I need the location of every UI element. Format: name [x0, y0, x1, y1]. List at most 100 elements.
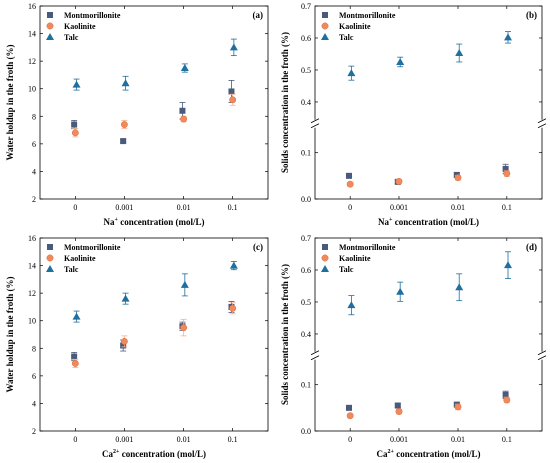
y-tick-label: 12	[28, 57, 36, 66]
marker-talc-2	[180, 280, 189, 288]
y-tick-label: 6	[32, 140, 36, 149]
legend-entry-kaolinite: Kaolinite	[46, 22, 96, 31]
marker-montmorillonite-legend	[47, 244, 53, 250]
marker-talc-0	[347, 69, 356, 77]
legend-entry-montmorillonite: Montmorillonite	[47, 243, 121, 252]
marker-kaolinite-2	[454, 403, 462, 411]
marker-kaolinite-legend	[321, 254, 329, 262]
axis-break-mark	[310, 350, 320, 356]
legend-entry-talc: Talc	[46, 33, 79, 42]
series-talc	[72, 38, 238, 91]
y-tick-label: 4	[32, 167, 36, 176]
y-tick-label: 14	[28, 30, 36, 39]
legend-entry-montmorillonite: Montmorillonite	[322, 243, 396, 252]
marker-talc-legend	[321, 33, 329, 40]
marker-kaolinite-0	[71, 360, 79, 367]
y-tick-label: 0.0	[301, 427, 311, 436]
marker-kaolinite-2	[454, 174, 462, 182]
x-axis-label: Ca2+ concentration (mol/L)	[377, 449, 481, 459]
axis-break-mark	[310, 355, 320, 361]
marker-montmorillonite-legend	[322, 244, 328, 250]
y-tick-label: 0.1	[301, 381, 311, 390]
plot-frame	[314, 237, 543, 432]
marker-talc-1	[396, 287, 405, 295]
marker-kaolinite-2	[180, 115, 188, 123]
axis-break-mark	[537, 350, 547, 356]
marker-montmorillonite-1	[120, 138, 127, 145]
marker-montmorillonite-1	[120, 342, 127, 349]
panel-label: (c)	[253, 242, 263, 252]
legend-label: Talc	[64, 265, 79, 274]
marker-kaolinite-2	[180, 324, 188, 332]
y-tick-label: 0.4	[301, 98, 311, 107]
legend-label: Montmorillonite	[339, 11, 396, 20]
panel-label: (a)	[253, 10, 264, 20]
series-talc	[72, 261, 238, 323]
x-tick-label: 0.1	[228, 203, 238, 212]
y-tick-label: 12	[28, 289, 36, 298]
x-tick-label: 0.001	[115, 435, 133, 444]
legend-label: Kaolinite	[64, 22, 96, 31]
x-tick-label: 0.1	[502, 435, 512, 444]
y-axis-label: Water holdup in the froth (%)	[5, 45, 15, 161]
marker-kaolinite-0	[71, 129, 79, 137]
marker-montmorillonite-3	[502, 165, 509, 172]
y-tick-label: 10	[28, 85, 36, 94]
x-tick-label: 0.1	[502, 203, 512, 212]
legend-label: Talc	[339, 33, 354, 42]
axis-break-mark	[537, 355, 547, 361]
legend-entry-talc: Talc	[321, 33, 354, 42]
y-tick-label: 14	[28, 262, 36, 271]
marker-kaolinite-3	[503, 396, 511, 404]
marker-montmorillonite-1	[394, 402, 401, 409]
marker-kaolinite-1	[120, 121, 128, 129]
series-kaolinite	[346, 170, 511, 188]
legend-entry-kaolinite: Kaolinite	[46, 254, 96, 263]
x-tick-label: 0.01	[451, 203, 465, 212]
legend-label: Kaolinite	[64, 254, 96, 263]
axis-break-mark	[537, 123, 547, 129]
axis-break-gap	[538, 119, 546, 128]
marker-kaolinite-1	[395, 177, 403, 185]
marker-montmorillonite-2	[179, 107, 186, 114]
panel-label: (d)	[526, 242, 537, 252]
marker-talc-legend	[321, 265, 329, 272]
series-montmorillonite	[71, 301, 235, 362]
x-tick-label: 0.1	[228, 435, 238, 444]
marker-talc-legend	[46, 33, 54, 40]
marker-talc-2	[180, 64, 189, 72]
marker-montmorillonite-0	[71, 353, 78, 360]
y-tick-label: 4	[32, 399, 36, 408]
y-tick-label: 0.5	[301, 66, 311, 75]
marker-montmorillonite-0	[71, 121, 78, 128]
axis-break-gap	[311, 351, 319, 360]
x-tick-label: 0.001	[390, 203, 408, 212]
x-tick-label: 0	[73, 435, 77, 444]
x-tick-label: 0	[73, 203, 77, 212]
x-tick-label: 0.01	[451, 435, 465, 444]
x-axis-label: Na+ concentration (mol/L)	[378, 217, 479, 227]
y-tick-label: 10	[28, 317, 36, 326]
axis-break-mark	[537, 118, 547, 124]
legend-entry-montmorillonite: Montmorillonite	[47, 11, 121, 20]
marker-montmorillonite-0	[345, 404, 352, 411]
y-tick-label: 2	[32, 195, 36, 204]
axis-break-mark	[310, 118, 320, 124]
x-tick-label: 0	[348, 435, 352, 444]
marker-kaolinite-1	[395, 408, 403, 415]
y-tick-label: 0.0	[301, 195, 311, 204]
panel-c: 2 4 6 8 10 12 14 16 0 0.001 0.01 0.1 Ca2+ concentrat…	[5, 234, 269, 459]
marker-talc-3	[229, 261, 238, 269]
marker-talc-0	[72, 80, 81, 88]
plot-frame	[314, 5, 543, 200]
y-tick-label: 8	[32, 112, 36, 121]
legend-label: Kaolinite	[339, 254, 371, 263]
axis-break-gap	[311, 119, 319, 128]
x-tick-label: 0.01	[177, 203, 191, 212]
series-montmorillonite	[345, 163, 509, 185]
marker-kaolinite-1	[120, 337, 128, 345]
marker-talc-legend	[46, 265, 54, 272]
marker-montmorillonite-3	[228, 88, 235, 95]
legend-entry-montmorillonite: Montmorillonite	[322, 11, 396, 20]
marker-kaolinite-0	[346, 412, 354, 420]
